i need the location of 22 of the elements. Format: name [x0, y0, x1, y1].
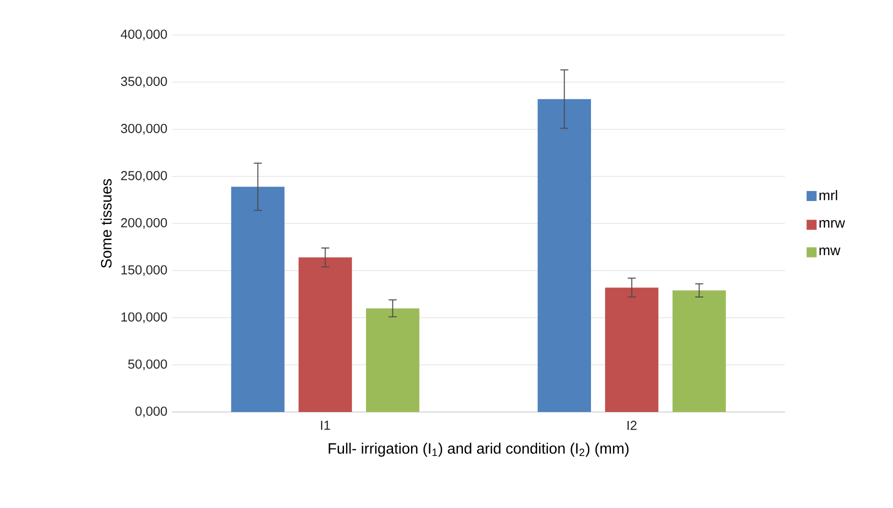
bar — [298, 257, 352, 412]
y-tick-label: 250,000 — [121, 171, 167, 182]
legend-label: mw — [820, 248, 840, 256]
y-axis-title: Some tissues — [100, 179, 112, 268]
y-tick-label: 400,000 — [120, 30, 167, 40]
legend-label: mrw — [820, 220, 846, 228]
bar — [605, 288, 658, 412]
bar — [672, 290, 726, 412]
x-axis-title: Full- irrigation (I$_{1}$) and arid condition (I$_{2}$) (mm) — [328, 442, 629, 457]
bar — [538, 99, 591, 412]
y-tick-label: 350,000 — [120, 76, 167, 88]
y-tick-label: 0,000 — [135, 406, 167, 418]
bar — [366, 308, 420, 412]
x-tick-label: I1 — [321, 420, 330, 430]
y-tick-label: 300,000 — [120, 124, 167, 135]
x-tick-label: I2 — [628, 420, 637, 430]
legend-label: mrl — [820, 190, 838, 200]
y-tick-label: 200,000 — [121, 218, 167, 229]
y-tick-label: 50,000 — [128, 360, 167, 370]
y-tick-label: 150,000 — [121, 265, 167, 276]
bar — [231, 186, 284, 412]
y-tick-label: 100,000 — [121, 312, 167, 324]
